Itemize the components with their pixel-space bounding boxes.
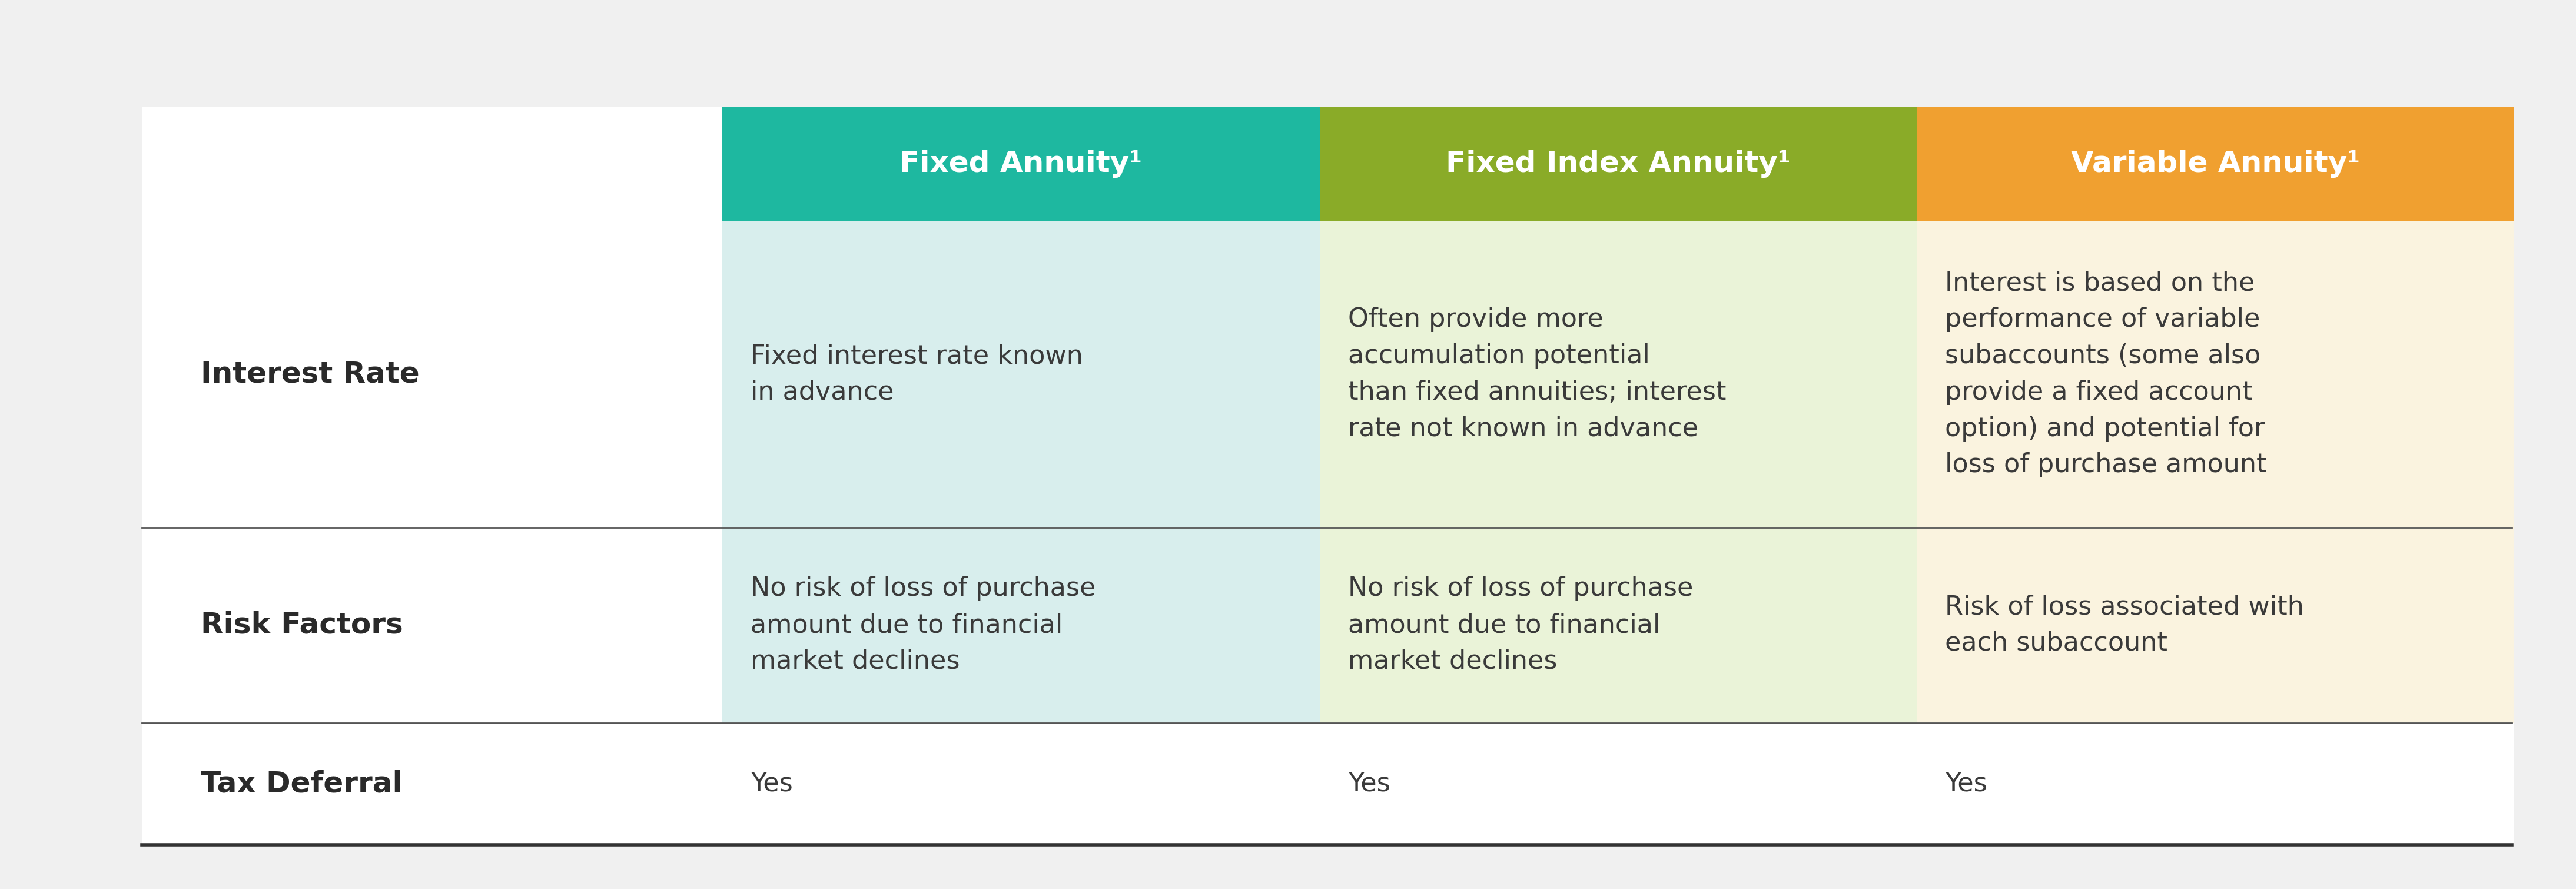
Text: Interest Rate: Interest Rate (201, 360, 420, 388)
Bar (721, 527, 1319, 723)
Text: Risk Factors: Risk Factors (201, 611, 404, 639)
Bar (1917, 527, 2514, 723)
Text: Variable Annuity¹: Variable Annuity¹ (2071, 149, 2360, 178)
Text: Interest is based on the
performance of variable
subaccounts (some also
provide : Interest is based on the performance of … (1945, 270, 2267, 477)
Text: Risk of loss associated with
each subaccount: Risk of loss associated with each subacc… (1945, 594, 2303, 656)
Bar (1319, 107, 1917, 221)
Bar (1319, 221, 1917, 527)
Text: Yes: Yes (750, 771, 793, 797)
Text: No risk of loss of purchase
amount due to financial
market declines: No risk of loss of purchase amount due t… (750, 576, 1095, 674)
Bar (721, 107, 1319, 221)
Text: Often provide more
accumulation potential
than fixed annuities; interest
rate no: Often provide more accumulation potentia… (1347, 307, 1726, 441)
Bar (721, 723, 1319, 845)
Text: Tax Deferral: Tax Deferral (201, 770, 402, 797)
Bar (1917, 221, 2514, 527)
Text: Fixed interest rate known
in advance: Fixed interest rate known in advance (750, 343, 1084, 405)
Bar (142, 107, 2512, 845)
Text: Fixed Annuity¹: Fixed Annuity¹ (899, 149, 1141, 178)
Text: Yes: Yes (1347, 771, 1391, 797)
Text: No risk of loss of purchase
amount due to financial
market declines: No risk of loss of purchase amount due t… (1347, 576, 1692, 674)
Text: Fixed Index Annuity¹: Fixed Index Annuity¹ (1445, 149, 1790, 178)
Bar (1917, 107, 2514, 221)
Bar (1917, 723, 2514, 845)
Bar (1319, 723, 1917, 845)
Bar (1319, 527, 1917, 723)
Text: Yes: Yes (1945, 771, 1989, 797)
Bar (721, 221, 1319, 527)
